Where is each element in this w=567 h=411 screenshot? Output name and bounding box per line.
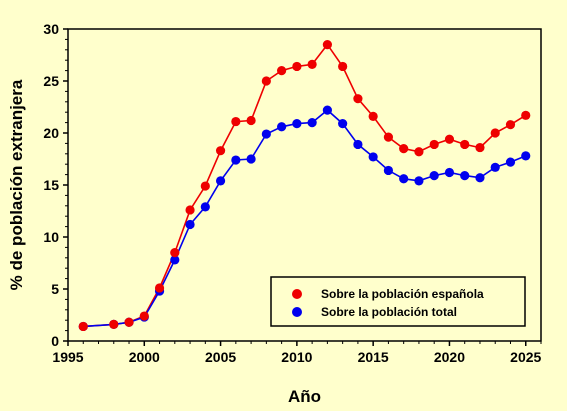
data-point-1 (429, 171, 439, 181)
x-tick-label: 2020 (434, 349, 465, 365)
data-point-1 (277, 122, 287, 132)
legend: Sobre la población española Sobre la pob… (270, 276, 526, 327)
y-tick-label: 30 (43, 21, 59, 37)
data-point-1 (490, 162, 500, 172)
data-point-1 (383, 165, 394, 176)
data-point-0 (429, 139, 439, 150)
y-tick-label: 25 (43, 73, 59, 89)
data-point-1 (368, 152, 378, 162)
data-point-1 (292, 119, 302, 129)
x-tick-label: 2005 (205, 349, 236, 365)
legend-marker-blue (292, 307, 302, 317)
data-point-0 (353, 94, 363, 104)
data-point-0 (475, 142, 485, 153)
y-tick-label: 5 (51, 281, 59, 297)
data-point-0 (185, 205, 195, 215)
data-point-0 (444, 134, 455, 144)
x-tick-label: 2015 (358, 349, 389, 365)
y-tick-label: 20 (43, 125, 59, 141)
data-point-0 (170, 248, 180, 258)
data-point-0 (338, 61, 348, 72)
data-point-1 (521, 151, 531, 161)
y-tick-label: 15 (43, 177, 59, 193)
data-point-0 (246, 115, 256, 126)
data-point-1 (231, 155, 241, 165)
data-point-0 (261, 76, 271, 86)
data-point-1 (322, 105, 332, 115)
data-point-1 (200, 202, 210, 212)
data-point-1 (185, 219, 195, 230)
data-point-1 (215, 176, 226, 186)
data-point-1 (414, 176, 424, 186)
legend-box (270, 276, 526, 327)
data-point-1 (460, 171, 470, 181)
data-point-0 (307, 59, 317, 69)
data-point-0 (505, 120, 516, 130)
data-point-0 (292, 61, 302, 72)
data-point-0 (277, 66, 287, 76)
y-axis-title: % de población extranjera (7, 79, 26, 290)
data-point-0 (414, 147, 424, 157)
data-point-0 (215, 146, 226, 156)
data-point-0 (124, 317, 134, 327)
y-tick-label: 0 (51, 333, 59, 349)
data-point-1 (353, 139, 363, 150)
x-tick-label: 2000 (129, 349, 160, 365)
series-points (78, 40, 531, 332)
x-axis-title: Año (288, 387, 321, 406)
data-point-1 (399, 174, 409, 184)
data-point-0 (521, 110, 531, 120)
x-tick-label: 1995 (52, 349, 83, 365)
legend-marker-red (292, 289, 302, 299)
data-point-1 (505, 157, 516, 167)
data-point-1 (444, 167, 455, 178)
legend-label-blue: Sobre la población total (321, 305, 457, 319)
legend-label-red: Sobre la población española (321, 287, 484, 301)
data-point-0 (154, 283, 165, 293)
data-point-1 (475, 173, 485, 183)
data-point-1 (307, 118, 317, 128)
data-point-0 (78, 321, 88, 332)
data-point-0 (200, 181, 210, 191)
data-point-0 (231, 116, 241, 127)
data-point-1 (170, 255, 180, 265)
data-point-0 (490, 128, 500, 138)
data-point-0 (399, 144, 409, 154)
data-point-1 (246, 154, 256, 164)
data-point-1 (338, 119, 348, 129)
x-tick-label: 2025 (510, 349, 541, 365)
x-tick-label: 2010 (281, 349, 312, 365)
data-point-0 (460, 139, 470, 150)
data-point-0 (383, 132, 394, 142)
data-point-0 (139, 311, 149, 321)
data-point-1 (261, 129, 271, 139)
data-point-0 (322, 40, 332, 50)
y-tick-label: 10 (43, 229, 59, 245)
data-point-0 (109, 319, 119, 329)
data-point-0 (368, 111, 378, 121)
